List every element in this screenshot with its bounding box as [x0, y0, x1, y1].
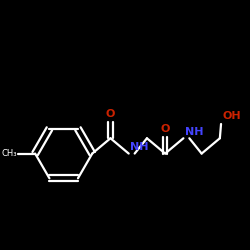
- Text: O: O: [160, 124, 170, 134]
- Text: NH: NH: [130, 142, 148, 152]
- Text: OH: OH: [222, 111, 241, 121]
- Text: NH: NH: [184, 127, 203, 137]
- Text: O: O: [106, 109, 115, 119]
- Text: CH₃: CH₃: [1, 149, 16, 158]
